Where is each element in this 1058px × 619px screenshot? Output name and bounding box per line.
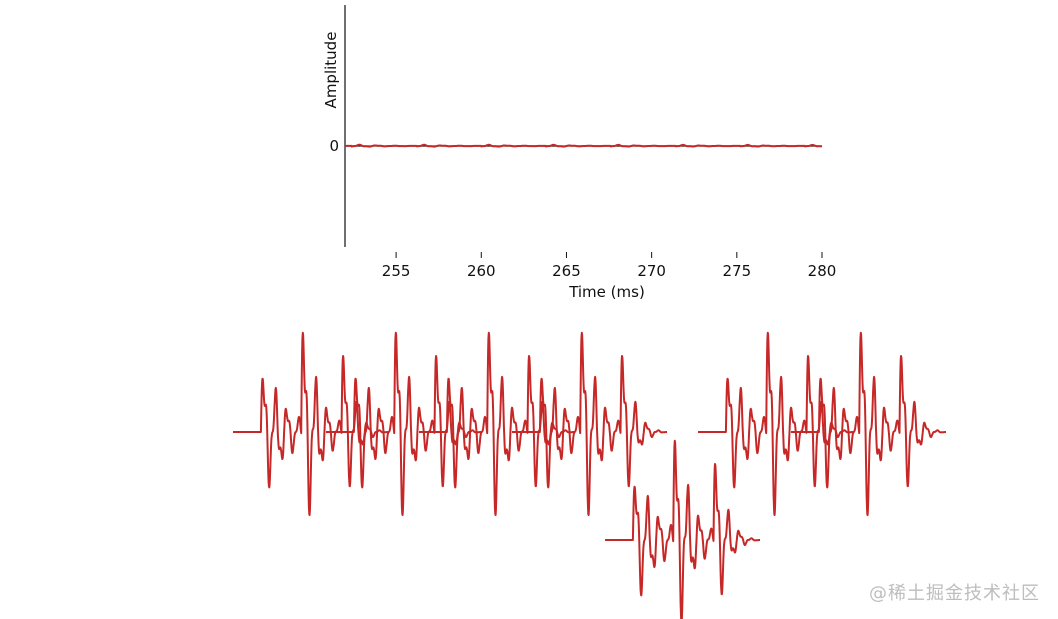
y-ticks: 0 — [329, 137, 339, 155]
x-tick-label: 270 — [637, 262, 666, 280]
x-tick-label: 280 — [808, 262, 837, 280]
grain-line — [232, 331, 389, 517]
x-ticks: 255 260 265 270 275 280 — [382, 252, 837, 280]
grain-line — [511, 331, 668, 517]
bottom-grains-chart — [232, 331, 947, 619]
grain-line — [790, 331, 947, 517]
y-axis-label: Amplitude — [322, 32, 340, 109]
top-waveform-chart: 255 260 265 270 275 280 0 Time (ms) Amplitude — [322, 5, 836, 301]
watermark: @稀土掘金技术社区 — [869, 583, 1040, 604]
grain-line — [604, 439, 761, 619]
grain-line — [418, 331, 575, 517]
grain-line — [697, 331, 854, 517]
x-tick-label: 275 — [723, 262, 752, 280]
x-tick-label: 255 — [382, 262, 411, 280]
x-tick-label: 260 — [467, 262, 496, 280]
top-series-line — [344, 143, 823, 148]
y-tick-label: 0 — [329, 137, 339, 155]
grain-line — [325, 331, 482, 517]
x-axis-label: Time (ms) — [568, 283, 645, 301]
x-tick-label: 265 — [552, 262, 581, 280]
